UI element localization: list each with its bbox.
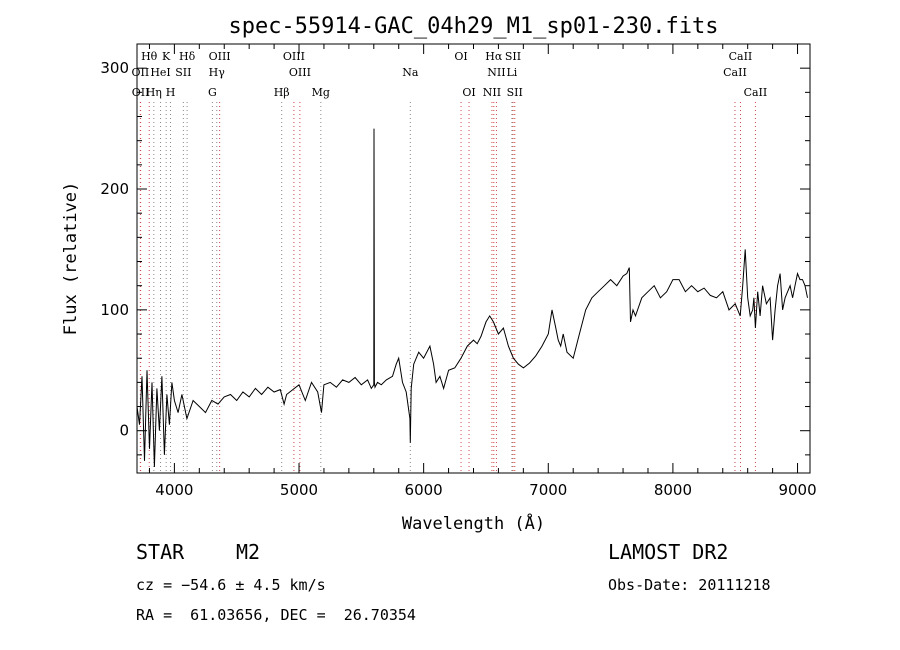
line-marker-label: SII <box>505 50 521 63</box>
line-marker-label: SII <box>175 66 191 79</box>
line-marker-label: OIII <box>209 50 231 63</box>
line-marker-label: CaII <box>744 86 768 99</box>
line-marker-label: CaII <box>723 66 747 79</box>
line-marker-label: OI <box>454 50 467 63</box>
line-marker-label: G <box>208 86 217 99</box>
x-tick-label: 6000 <box>405 481 443 499</box>
line-marker-label: Hα <box>485 50 503 63</box>
line-marker-label: Mg <box>312 86 330 99</box>
line-marker-label: OI <box>462 86 475 99</box>
line-marker-label: H <box>166 86 176 99</box>
y-tick-label: 300 <box>100 59 129 77</box>
line-marker-label: K <box>162 50 171 63</box>
line-marker-label: NII <box>487 66 505 79</box>
plot-frame <box>136 43 811 474</box>
observation-date: Obs-Date: 20111218 <box>608 576 771 594</box>
line-marker-label: HeI <box>150 66 170 79</box>
survey-name: LAMOST DR2 <box>608 540 729 564</box>
x-axis-label: Wavelength (Å) <box>402 512 545 534</box>
coordinates: RA = 61.03656, DEC = 26.70354 <box>136 606 416 624</box>
line-marker-label: OII <box>132 66 150 79</box>
y-tick-label: 100 <box>100 301 129 319</box>
line-marker-label: Hη <box>146 86 162 99</box>
x-tick-label: 5000 <box>280 481 318 499</box>
y-tick-label: 0 <box>119 422 129 440</box>
line-marker-label: Hγ <box>209 66 226 79</box>
y-tick-label: 200 <box>100 180 129 198</box>
chart-title: spec-55914-GAC_04h29_M1_sp01-230.fits <box>228 14 718 39</box>
y-axis-label: Flux (relative) <box>61 182 81 336</box>
redshift-velocity: cz = −54.6 ± 4.5 km/s <box>136 576 326 594</box>
x-tick-label: 9000 <box>778 481 816 499</box>
line-marker-label: OIII <box>289 66 311 79</box>
line-marker-label: Hδ <box>179 50 196 63</box>
spectrum-line <box>136 128 808 468</box>
object-class: STAR <box>136 540 185 564</box>
line-marker-label: Hβ <box>274 86 290 99</box>
line-marker-label: Li <box>506 66 517 79</box>
line-marker-label: NII <box>483 86 501 99</box>
x-tick-label: 8000 <box>654 481 692 499</box>
x-tick-label: 4000 <box>155 481 193 499</box>
object-subclass: M2 <box>236 540 261 564</box>
line-marker-label: Hθ <box>141 50 158 63</box>
line-marker-label: Na <box>402 66 419 79</box>
line-marker-label: CaII <box>729 50 753 63</box>
line-marker-label: SII <box>507 86 523 99</box>
x-tick-label: 7000 <box>529 481 567 499</box>
line-marker-label: OIII <box>283 50 305 63</box>
